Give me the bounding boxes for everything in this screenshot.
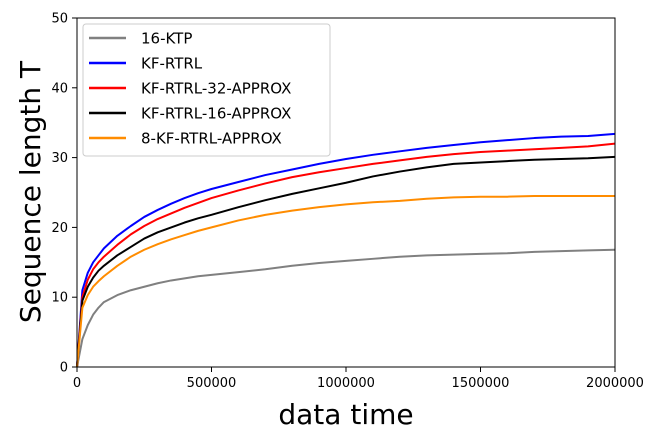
x-tick-label: 1500000 (452, 376, 510, 391)
x-tick-label: 2000000 (586, 376, 644, 391)
x-tick-label: 0 (73, 376, 81, 391)
x-axis-title: data time (278, 398, 413, 431)
legend-box (82, 23, 331, 157)
x-tick-label: 500000 (187, 376, 237, 391)
series-layer (76, 132, 616, 368)
y-tick-label: 0 (60, 361, 68, 376)
series-line-1 (76, 132, 616, 368)
y-axis-title: Sequence length T (14, 60, 47, 323)
y-tick-label: 30 (51, 151, 68, 166)
series-line-4 (76, 194, 615, 368)
y-axis-ticks: 0 10 20 30 40 50 (51, 12, 77, 376)
y-tick-label: 50 (51, 12, 68, 27)
y-tick-label: 20 (51, 221, 68, 236)
legend-label: KF-RTRL-16-APPROX (141, 105, 291, 123)
x-tick-label: 1000000 (317, 376, 375, 391)
x-axis-ticks: 0 500000 1000000 1500000 2000000 (73, 367, 644, 391)
series-line-2 (76, 142, 616, 368)
legend-label: 8-KF-RTRL-APPROX (141, 130, 282, 148)
series-line-0 (76, 248, 616, 368)
legend-label: KF-RTRL (141, 55, 203, 73)
legend-label: 16-KTP (141, 30, 192, 48)
series-line-3 (76, 155, 616, 368)
y-tick-label: 40 (51, 81, 68, 96)
legend-label: KF-RTRL-32-APPROX (141, 80, 291, 98)
y-tick-label: 10 (51, 291, 68, 306)
legend: 16-KTP KF-RTRL KF-RTRL-32-APPROX KF-RTRL-16… (82, 23, 331, 157)
legend-items: 16-KTP KF-RTRL KF-RTRL-32-APPROX KF-RTRL-16… (89, 30, 291, 148)
